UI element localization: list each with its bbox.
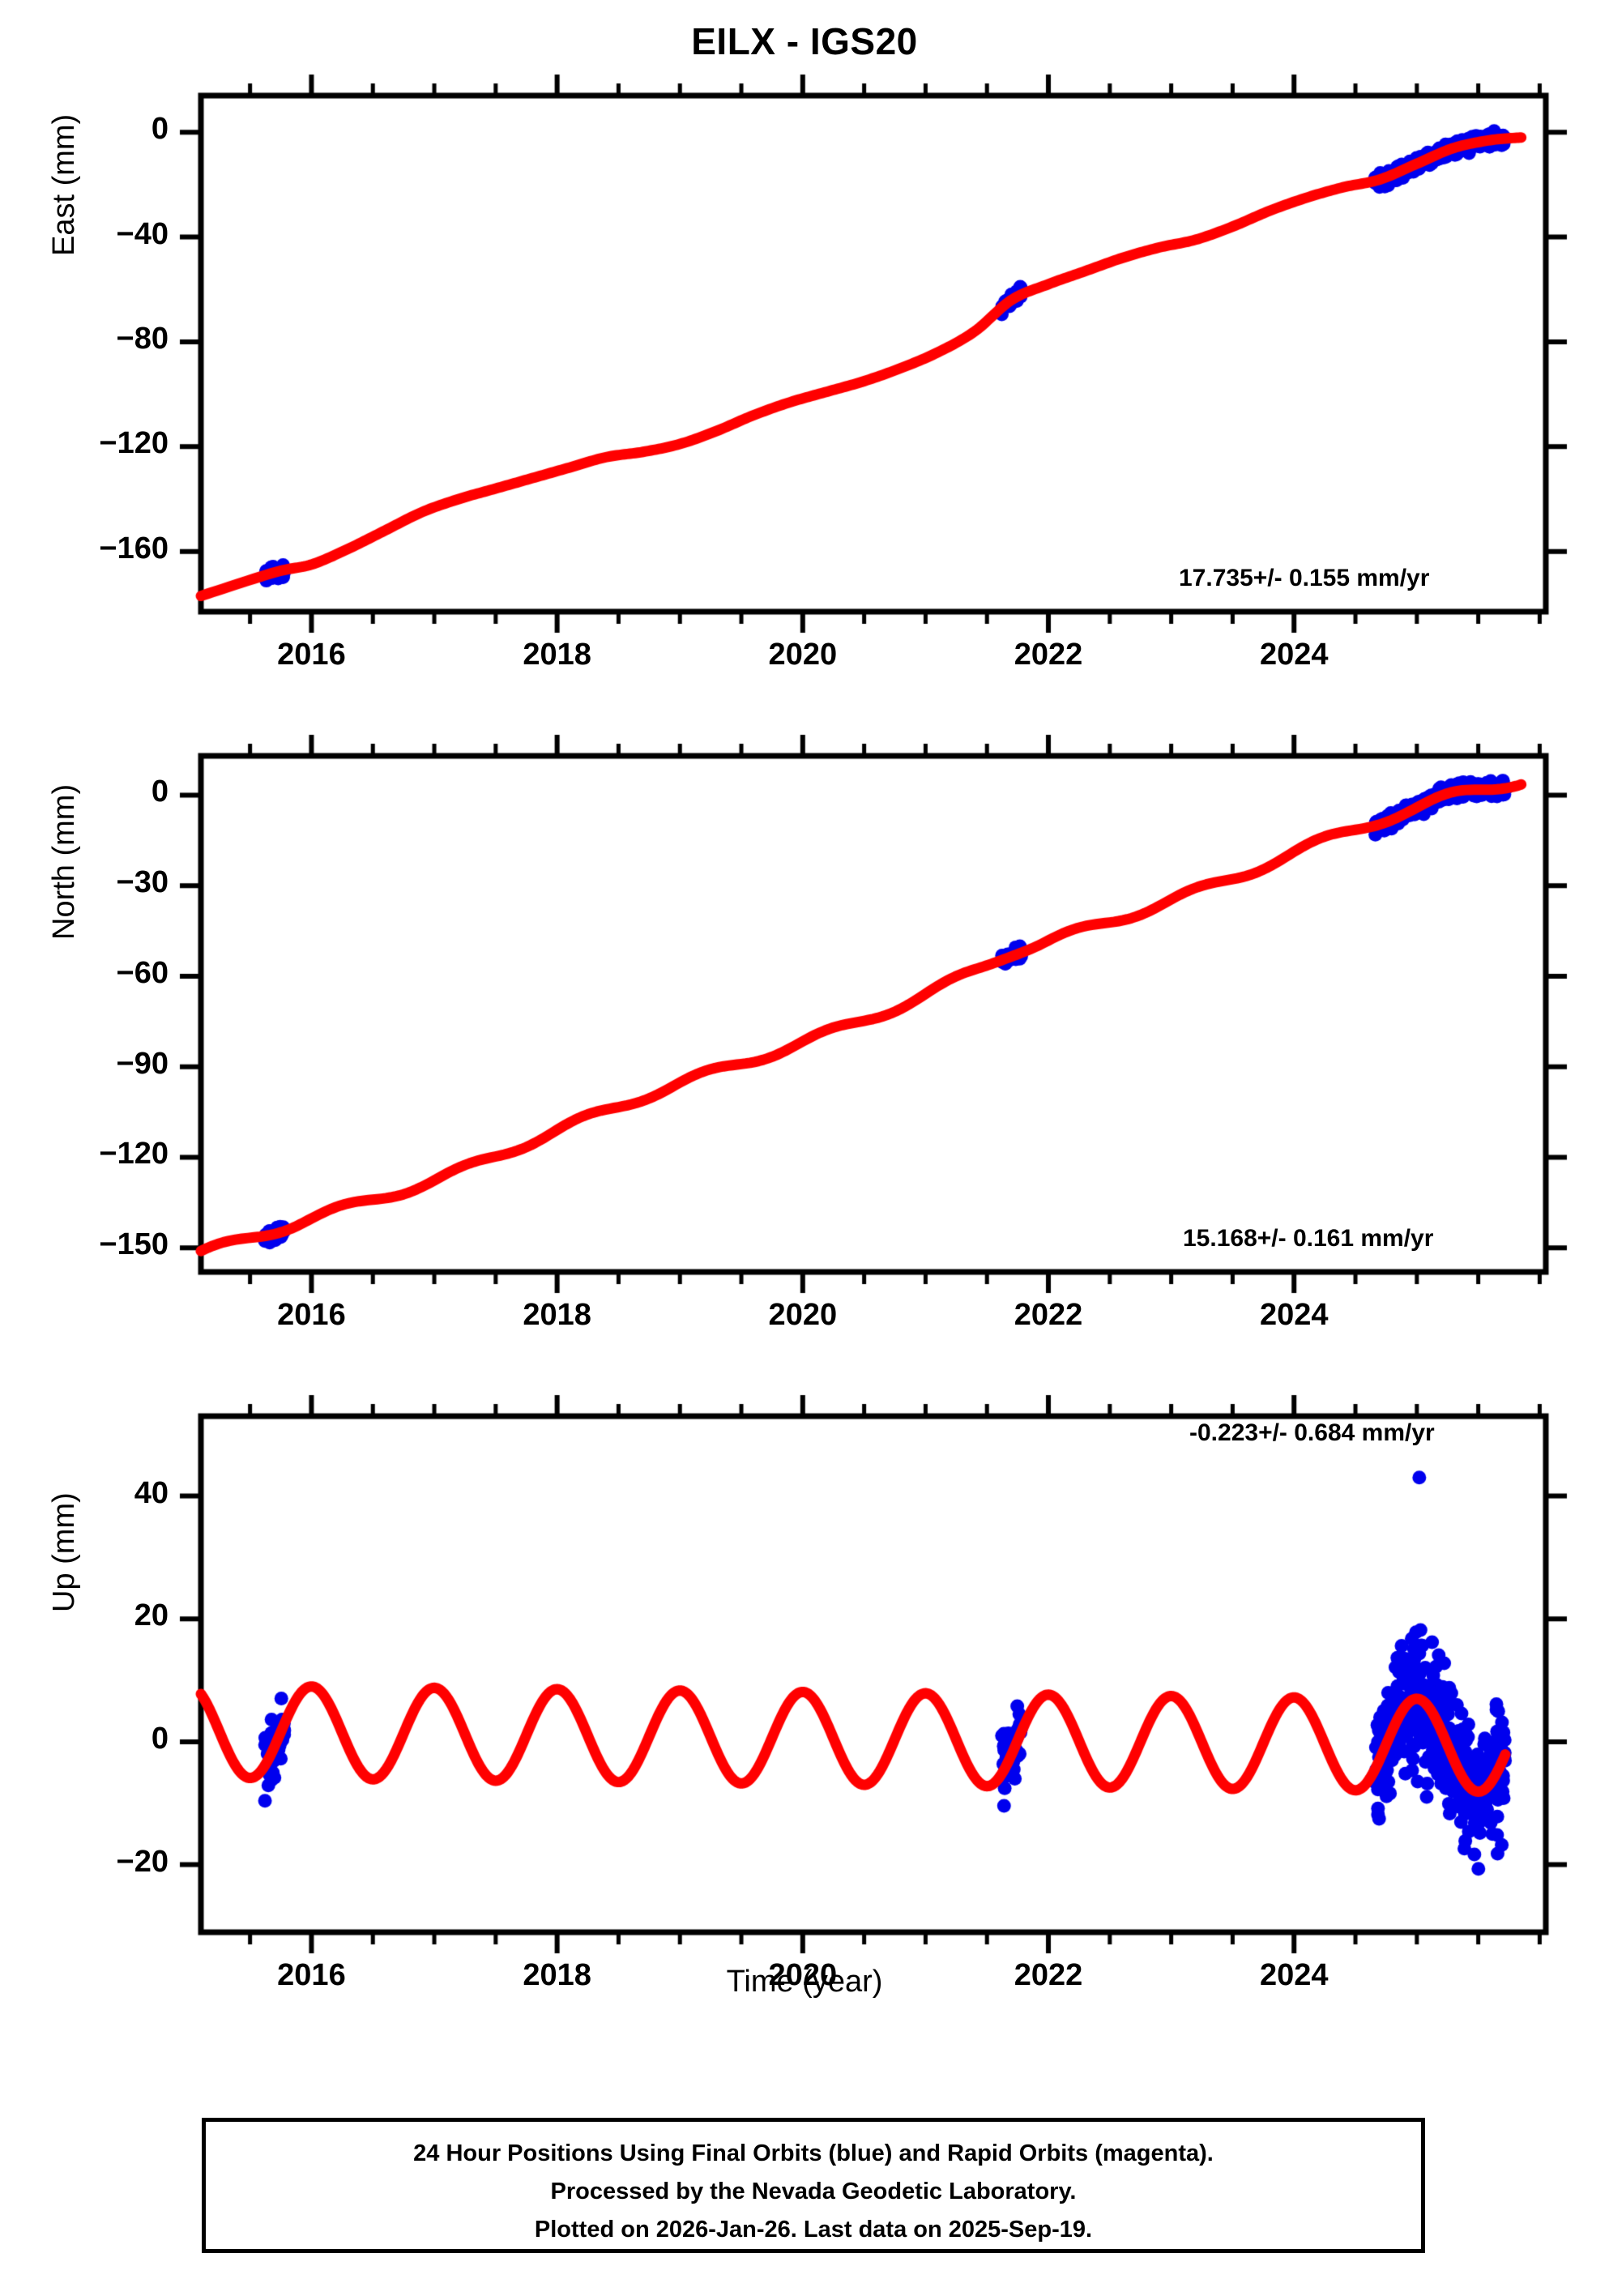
y-tick-label-north--30: −30	[116, 865, 169, 900]
x-tick-label-east-2020: 2020	[768, 638, 838, 672]
x-tick-label-north-2018: 2018	[523, 1298, 591, 1332]
y-tick-label-north--120: −120	[99, 1137, 169, 1171]
north-rate-annotation: 15.168+/- 0.161 mm/yr	[1183, 1225, 1434, 1252]
y-tick-label-up-40: 40	[134, 1475, 169, 1510]
x-tick-label-east-2018: 2018	[523, 638, 591, 672]
caption-line-1: 24 Hour Positions Using Final Orbits (bl…	[413, 2140, 1214, 2166]
x-tick-label-north-2022: 2022	[1014, 1298, 1083, 1332]
y-tick-label-north--150: −150	[99, 1227, 169, 1262]
x-tick-label-up-2016: 2016	[277, 1958, 346, 1992]
x-tick-label-up-2024: 2024	[1259, 1958, 1329, 1992]
y-tick-label-north--90: −90	[116, 1046, 169, 1081]
y-tick-label-north--60: −60	[116, 955, 169, 990]
caption-box: 24 Hour Positions Using Final Orbits (bl…	[202, 2118, 1425, 2253]
x-tick-label-up-2020: 2020	[768, 1958, 838, 1992]
y-tick-label-east--80: −80	[116, 321, 169, 356]
east-axis-label: East (mm)	[47, 113, 81, 256]
x-tick-label-east-2016: 2016	[277, 638, 346, 672]
x-tick-label-east-2024: 2024	[1259, 638, 1329, 672]
y-tick-label-east--160: −160	[99, 531, 169, 565]
x-tick-label-east-2022: 2022	[1014, 638, 1083, 672]
y-tick-label-up-0: 0	[151, 1721, 169, 1756]
x-tick-label-north-2020: 2020	[768, 1298, 838, 1332]
figure-title: EILX - IGS20	[691, 20, 918, 62]
y-tick-label-east--40: −40	[116, 216, 169, 251]
north-axis-label: North (mm)	[47, 783, 81, 940]
x-tick-label-north-2016: 2016	[277, 1298, 346, 1332]
y-tick-label-east-0: 0	[151, 112, 169, 147]
y-tick-label-north-0: 0	[151, 775, 169, 809]
caption-line-3: Plotted on 2026-Jan-26. Last data on 202…	[534, 2217, 1093, 2243]
x-tick-label-north-2024: 2024	[1259, 1298, 1329, 1332]
up-rate-annotation: -0.223+/- 0.684 mm/yr	[1189, 1419, 1435, 1446]
x-tick-label-up-2022: 2022	[1014, 1958, 1083, 1992]
east-rate-annotation: 17.735+/- 0.155 mm/yr	[1179, 565, 1430, 591]
x-tick-label-up-2018: 2018	[523, 1958, 591, 1992]
up-axis-label: Up (mm)	[47, 1492, 81, 1612]
caption-line-2: Processed by the Nevada Geodetic Laborat…	[550, 2179, 1077, 2204]
y-tick-label-up--20: −20	[116, 1844, 169, 1879]
y-tick-label-up-20: 20	[134, 1598, 169, 1633]
x-axis-label: Time (year)	[726, 1965, 883, 1999]
y-tick-label-east--120: −120	[99, 426, 169, 461]
